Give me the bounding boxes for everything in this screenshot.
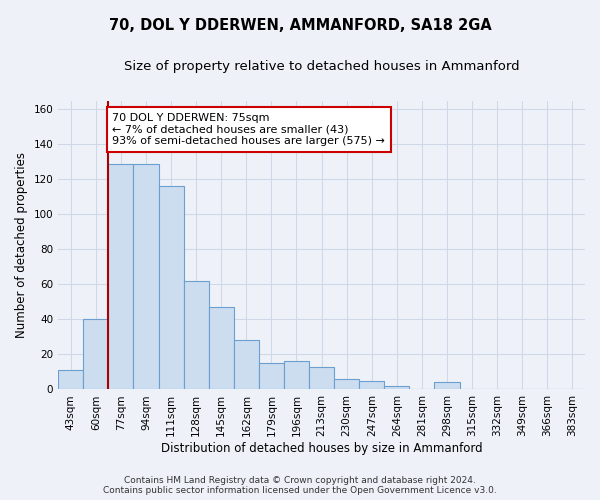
- Text: 70 DOL Y DDERWEN: 75sqm
← 7% of detached houses are smaller (43)
93% of semi-det: 70 DOL Y DDERWEN: 75sqm ← 7% of detached…: [112, 113, 385, 146]
- Bar: [158, 186, 184, 390]
- Bar: [359, 380, 385, 390]
- Text: Contains HM Land Registry data © Crown copyright and database right 2024.
Contai: Contains HM Land Registry data © Crown c…: [103, 476, 497, 495]
- Bar: [434, 382, 460, 390]
- Bar: [259, 363, 284, 390]
- Bar: [133, 164, 158, 390]
- Bar: [184, 281, 209, 390]
- Bar: [209, 307, 234, 390]
- Y-axis label: Number of detached properties: Number of detached properties: [15, 152, 28, 338]
- Bar: [109, 164, 133, 390]
- Text: 70, DOL Y DDERWEN, AMMANFORD, SA18 2GA: 70, DOL Y DDERWEN, AMMANFORD, SA18 2GA: [109, 18, 491, 32]
- Bar: [385, 386, 409, 390]
- Bar: [334, 379, 359, 390]
- Bar: [309, 366, 334, 390]
- Bar: [83, 320, 109, 390]
- Title: Size of property relative to detached houses in Ammanford: Size of property relative to detached ho…: [124, 60, 520, 73]
- Bar: [58, 370, 83, 390]
- Bar: [284, 362, 309, 390]
- Bar: [234, 340, 259, 390]
- X-axis label: Distribution of detached houses by size in Ammanford: Distribution of detached houses by size …: [161, 442, 482, 455]
